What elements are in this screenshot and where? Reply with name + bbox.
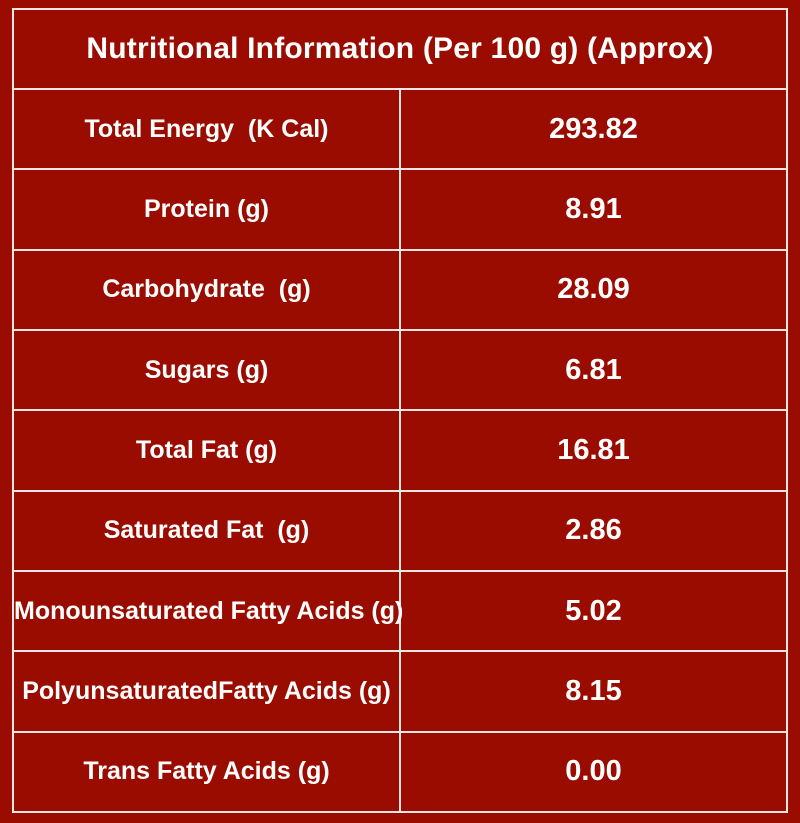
table-header-row: Nutritional Information (Per 100 g) (App… <box>12 8 788 90</box>
nutrient-value: 8.15 <box>399 650 788 733</box>
nutrient-label: Monounsaturated Fatty Acids (g) <box>12 569 403 653</box>
nutrient-value: 28.09 <box>399 248 788 331</box>
nutrient-value: 293.82 <box>399 87 788 171</box>
table-row: Total Fat (g) 16.81 <box>12 409 788 492</box>
nutrient-value: 8.91 <box>399 168 788 251</box>
nutrient-value: 2.86 <box>399 489 788 572</box>
table-row: Monounsaturated Fatty Acids (g) 5.02 <box>12 569 788 653</box>
nutrient-value: 0.00 <box>399 730 788 814</box>
nutrition-table: Nutritional Information (Per 100 g) (App… <box>12 8 788 814</box>
table-row: Sugars (g) 6.81 <box>12 328 788 412</box>
table-title: Nutritional Information (Per 100 g) (App… <box>12 8 788 90</box>
nutrient-value: 5.02 <box>399 569 788 653</box>
nutrient-label: Total Energy (K Cal) <box>12 87 401 171</box>
nutrient-value: 6.81 <box>399 328 788 412</box>
nutrient-label: Saturated Fat (g) <box>12 489 401 572</box>
nutrient-label: Trans Fatty Acids (g) <box>12 730 401 814</box>
table-row: PolyunsaturatedFatty Acids (g) 8.15 <box>12 650 788 733</box>
nutrient-value: 16.81 <box>399 409 788 492</box>
nutrient-label: PolyunsaturatedFatty Acids (g) <box>12 650 401 733</box>
table-row: Total Energy (K Cal) 293.82 <box>12 87 788 171</box>
nutrient-label: Sugars (g) <box>12 328 401 412</box>
nutrient-label: Carbohydrate (g) <box>12 248 401 331</box>
table-row: Trans Fatty Acids (g) 0.00 <box>12 730 788 814</box>
table-row: Protein (g) 8.91 <box>12 168 788 251</box>
table-row: Carbohydrate (g) 28.09 <box>12 248 788 331</box>
nutrient-label: Total Fat (g) <box>12 409 401 492</box>
table-row: Saturated Fat (g) 2.86 <box>12 489 788 572</box>
nutrient-label: Protein (g) <box>12 168 401 251</box>
